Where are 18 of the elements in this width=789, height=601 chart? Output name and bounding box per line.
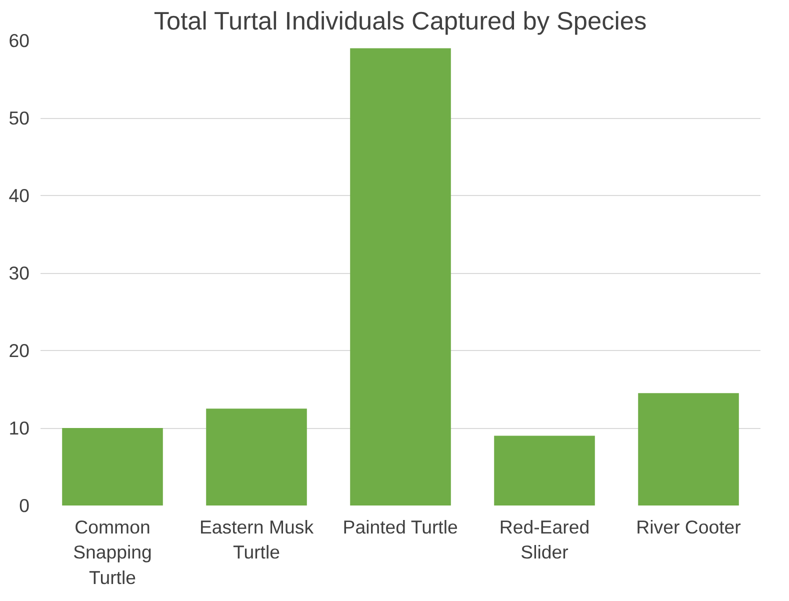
y-tick-label: 20: [8, 340, 30, 361]
y-tick-label: 0: [19, 495, 30, 516]
bar: [206, 408, 307, 506]
bar: [62, 428, 163, 506]
x-tick-label: Painted Turtle: [342, 516, 458, 538]
y-tick-label: 30: [8, 262, 30, 284]
x-tick-label: Eastern Musk Turtle: [199, 516, 314, 563]
x-tick-label: Red-Eared Slider: [499, 516, 590, 563]
x-tick-label: River Cooter: [636, 516, 741, 538]
bar: [350, 48, 451, 506]
bar: [638, 393, 739, 506]
chart-title: Total Turtal Individuals Captured by Species: [154, 8, 647, 36]
y-tick-label: 50: [8, 108, 30, 128]
y-tick-label: 40: [8, 185, 30, 206]
x-tick-label: Common Snapping Turtle: [73, 516, 152, 588]
y-tick-label: 60: [8, 30, 30, 51]
y-tick-label: 10: [8, 418, 30, 438]
bar: [494, 436, 595, 506]
